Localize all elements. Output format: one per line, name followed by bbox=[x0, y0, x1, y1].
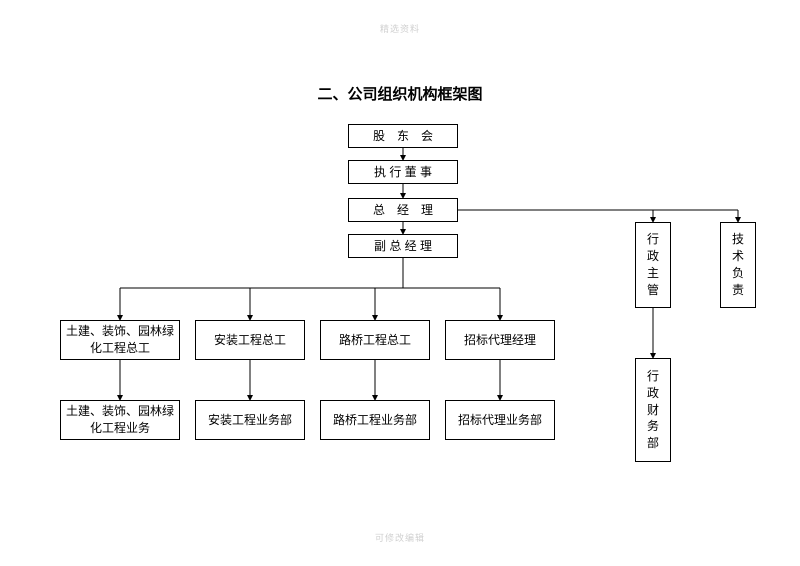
node-admin-finance: 行政财务部 bbox=[635, 358, 671, 462]
header-watermark: 精选资料 bbox=[380, 22, 420, 35]
node-col3-top: 路桥工程总工 bbox=[320, 320, 430, 360]
node-col2-top: 安装工程总工 bbox=[195, 320, 305, 360]
node-col1-top: 土建、装饰、园林绿化工程总工 bbox=[60, 320, 180, 360]
footer-watermark: 可修改编辑 bbox=[375, 531, 425, 544]
node-col2-bot: 安装工程业务部 bbox=[195, 400, 305, 440]
node-admin-supervisor: 行政主管 bbox=[635, 222, 671, 308]
node-shareholders: 股 东 会 bbox=[348, 124, 458, 148]
node-col3-bot: 路桥工程业务部 bbox=[320, 400, 430, 440]
node-general-manager: 总 经 理 bbox=[348, 198, 458, 222]
node-deputy-gm: 副 总 经 理 bbox=[348, 234, 458, 258]
node-col4-top: 招标代理经理 bbox=[445, 320, 555, 360]
node-exec-director: 执 行 董 事 bbox=[348, 160, 458, 184]
diagram-title: 二、公司组织机构框架图 bbox=[317, 83, 482, 104]
node-tech-lead: 技术负责 bbox=[720, 222, 756, 308]
node-col4-bot: 招标代理业务部 bbox=[445, 400, 555, 440]
node-col1-bot: 土建、装饰、园林绿化工程业务 bbox=[60, 400, 180, 440]
